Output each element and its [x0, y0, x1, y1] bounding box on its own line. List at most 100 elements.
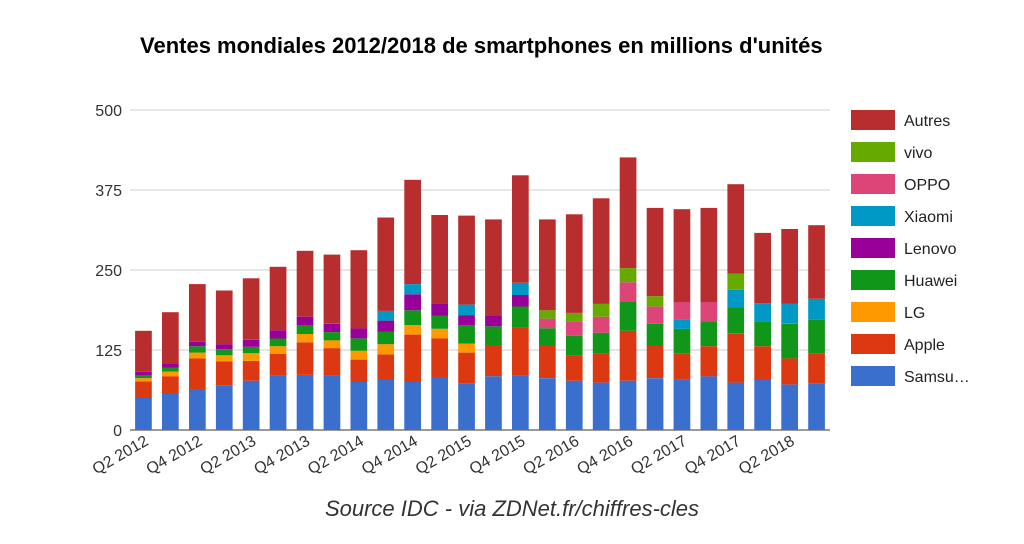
bar-segment — [242, 346, 260, 354]
legend-swatch — [851, 206, 895, 226]
bar-segment — [673, 319, 691, 329]
x-tick-label: Q4 2017 — [682, 433, 744, 478]
legend-label: Samsu… — [904, 369, 970, 386]
x-tick-label: Q4 2013 — [251, 433, 313, 478]
legend-label: OPPO — [904, 177, 950, 194]
legend-swatch — [851, 110, 895, 130]
bar-segment — [135, 330, 152, 372]
bar-segment — [619, 380, 637, 430]
bar-segment — [242, 278, 260, 340]
legend-swatch — [851, 238, 895, 258]
bar-segment — [189, 389, 206, 430]
bar-segment — [700, 302, 718, 322]
bar-segment — [754, 303, 771, 322]
bar-segment — [350, 338, 368, 351]
bar-segment — [565, 321, 583, 336]
legend-swatch — [851, 270, 895, 290]
bar-segment — [269, 346, 287, 354]
legend-label: Apple — [904, 337, 945, 354]
bar-segment — [485, 345, 502, 377]
bar-segment — [431, 328, 448, 339]
bar-segment — [700, 321, 718, 347]
bar-segment — [727, 289, 745, 308]
bar-segment — [673, 353, 691, 380]
x-tick-label: Q2 2014 — [305, 433, 367, 478]
legend-swatch — [851, 302, 895, 322]
bar-segment — [162, 312, 179, 364]
bar-segment — [350, 359, 368, 382]
legend-swatch — [851, 334, 895, 354]
bar-segment — [673, 302, 691, 320]
bar-segment — [673, 379, 691, 430]
bar-segment — [162, 367, 179, 372]
bar-segment — [350, 250, 368, 329]
bar-segment — [808, 383, 825, 430]
bar-segment — [754, 379, 771, 430]
bar-segment — [512, 306, 529, 328]
bar-segment — [700, 207, 718, 302]
bar-segment — [754, 321, 771, 347]
bar-segment — [296, 375, 314, 430]
bar-segment — [323, 340, 341, 349]
bar-segment — [700, 376, 718, 430]
y-tick-label: 375 — [95, 183, 122, 200]
bar-segment — [539, 328, 556, 346]
bar-segment — [377, 379, 395, 430]
x-tick-label: Q2 2016 — [521, 433, 583, 478]
bar-segment — [215, 344, 233, 350]
bar-segment — [431, 377, 448, 430]
bar-segment — [377, 354, 395, 380]
bar-segment — [135, 375, 152, 379]
bar-segment — [269, 266, 287, 331]
bar-segment — [646, 323, 664, 346]
bar-segment — [512, 282, 529, 295]
bar-segment — [215, 361, 233, 386]
bar-segment — [189, 341, 206, 347]
bar-segment — [377, 331, 395, 345]
bar-segment — [565, 355, 583, 381]
y-tick-label: 250 — [95, 263, 122, 280]
legend-label: LG — [904, 305, 925, 322]
x-tick-label: Q2 2018 — [736, 433, 798, 478]
bar-segment — [592, 382, 610, 430]
bar-segment — [135, 378, 152, 382]
bar-segment — [431, 315, 448, 329]
bar-segment — [162, 393, 179, 430]
bar-segment — [458, 215, 475, 305]
bar-segment — [485, 326, 502, 346]
bar-segment — [539, 345, 556, 379]
bar-segment — [458, 383, 475, 430]
bar-segment — [135, 371, 152, 375]
bar-segment — [512, 375, 529, 430]
bar-segment — [619, 330, 637, 381]
bar-segment — [592, 353, 610, 383]
y-tick-label: 125 — [95, 343, 122, 360]
bar-segment — [646, 378, 664, 430]
bar-segment — [619, 282, 637, 302]
bar-segment — [189, 352, 206, 359]
x-tick-label: Q4 2015 — [467, 433, 529, 478]
bar-segment — [646, 345, 664, 379]
bar-segment — [458, 315, 475, 326]
bar-segment — [781, 358, 798, 385]
bar-segment — [377, 311, 395, 321]
bar-segment — [242, 360, 260, 381]
bar-segment — [512, 175, 529, 283]
bar-segment — [592, 332, 610, 354]
bar-segment — [404, 294, 421, 311]
bar-segment — [781, 384, 798, 430]
bar-segment — [458, 343, 475, 353]
bar-segment — [269, 353, 287, 376]
x-tick-label: Q4 2016 — [574, 433, 636, 478]
bar-segment — [135, 398, 152, 430]
bar-segment — [296, 325, 314, 334]
bar-segment — [242, 353, 260, 361]
source-note: Source IDC - via ZDNet.fr/chiffres-cles — [324, 496, 700, 521]
bar-segment — [215, 385, 233, 430]
bar-segment — [404, 382, 421, 430]
bar-segment — [162, 371, 179, 377]
bar-segment — [189, 346, 206, 353]
bar-segment — [296, 250, 314, 317]
bar-segment — [431, 338, 448, 378]
